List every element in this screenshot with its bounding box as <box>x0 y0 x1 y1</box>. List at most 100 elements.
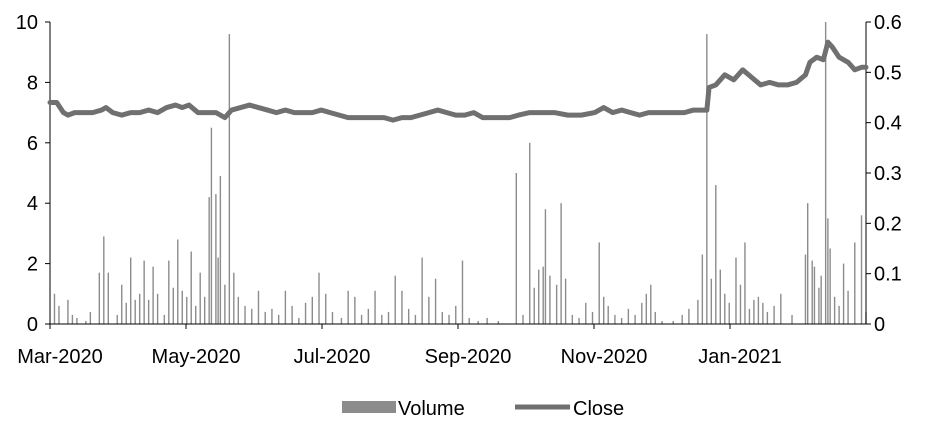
volume-bar <box>854 242 856 324</box>
volume-bar <box>477 320 479 324</box>
volume-bar <box>497 320 500 324</box>
volume-bar <box>571 314 574 324</box>
volume-bar <box>591 311 594 324</box>
right-tick-label: 0.4 <box>874 113 902 135</box>
volume-bar <box>257 290 260 324</box>
volume-bar <box>71 314 74 324</box>
volume-bar <box>228 34 231 324</box>
volume-bar <box>304 302 307 324</box>
volume-bar <box>367 308 370 324</box>
volume-bar <box>76 317 78 324</box>
volume-bar <box>672 320 674 324</box>
volume-bar <box>138 293 141 324</box>
volume-bar <box>381 314 383 324</box>
volume-bar <box>103 236 105 324</box>
volume-bar <box>641 302 643 324</box>
volume-bar <box>233 272 235 324</box>
volume-bar <box>98 272 101 324</box>
volume-bar <box>53 293 56 324</box>
volume-bar <box>820 275 822 324</box>
volume-bar <box>529 142 531 324</box>
volume-bar <box>186 296 188 324</box>
volume-bar <box>654 311 656 324</box>
left-axis-ticks: 0 2 4 6 8 10 <box>16 12 50 336</box>
volume-bar <box>215 194 217 324</box>
volume-bar <box>533 287 535 324</box>
volume-bar <box>538 269 540 324</box>
volume-bar <box>181 290 183 324</box>
volume-bar <box>735 257 737 324</box>
volume-bar <box>125 302 127 324</box>
right-tick-label: 0.2 <box>874 213 902 235</box>
right-axis-ticks: 0 0.1 0.2 0.3 0.4 0.5 0.6 <box>866 12 902 336</box>
close-line-group <box>47 39 869 123</box>
volume-bar <box>347 290 349 324</box>
x-tick-label: Mar-2020 <box>17 346 103 368</box>
volume-bar <box>311 296 313 324</box>
volume-bar <box>401 290 403 324</box>
volume-bar <box>203 296 206 324</box>
volume-bar <box>748 308 751 324</box>
volume-bars <box>53 22 867 324</box>
volume-bar <box>264 311 266 324</box>
volume-bar <box>291 305 293 324</box>
volume-bar <box>156 293 159 324</box>
right-tick-label: 0.5 <box>874 62 902 84</box>
volume-bar <box>860 215 863 324</box>
volume-bar <box>706 34 708 324</box>
volume-bar <box>219 176 222 324</box>
volume-bar <box>688 308 690 324</box>
volume-bar <box>58 305 60 324</box>
volume-bar <box>791 314 793 324</box>
volume-bar <box>522 314 524 324</box>
volume-bar <box>661 320 663 324</box>
volume-bar <box>340 317 343 324</box>
volume-bar <box>838 305 840 324</box>
volume-bar <box>827 218 829 324</box>
volume-bar <box>251 308 253 324</box>
volume-bar <box>448 314 450 324</box>
volume-bar <box>217 257 219 324</box>
volume-bar <box>284 290 287 324</box>
volume-bar <box>147 299 150 324</box>
volume-bar <box>271 308 273 324</box>
legend-volume-label: Volume <box>398 398 465 418</box>
x-tick-label: Nov-2020 <box>561 346 648 368</box>
x-tick-label: May-2020 <box>152 346 241 368</box>
volume-bar <box>818 287 820 324</box>
volume-bar <box>645 293 648 324</box>
volume-bar <box>833 296 836 324</box>
volume-bar <box>85 320 87 324</box>
volume-bar <box>177 239 179 324</box>
volume-bar <box>607 305 609 324</box>
right-tick-label: 0.6 <box>874 12 902 34</box>
volume-bar <box>394 275 396 324</box>
volume-bar <box>728 302 730 324</box>
volume-bar <box>237 296 240 324</box>
volume-bar <box>715 185 717 324</box>
volume-bar <box>542 266 544 324</box>
volume-bar <box>277 314 280 324</box>
volume-bar <box>681 314 683 324</box>
volume-bar <box>544 209 547 324</box>
volume-bar <box>318 272 320 324</box>
volume-bar <box>407 308 410 324</box>
volume-bar <box>564 278 567 324</box>
volume-bar <box>603 296 605 324</box>
volume-bar <box>199 272 201 324</box>
volume-bar <box>152 266 154 324</box>
left-tick-label: 0 <box>27 314 38 336</box>
left-tick-label: 4 <box>27 193 38 215</box>
volume-bar <box>195 305 197 324</box>
volume-bar <box>121 284 123 324</box>
left-tick-label: 2 <box>27 254 38 276</box>
volume-bar <box>387 311 390 324</box>
x-tick-label: Sep-2020 <box>425 346 512 368</box>
volume-bar <box>813 266 816 324</box>
volume-bar <box>434 278 437 324</box>
volume-bar <box>773 305 775 324</box>
x-tick-label: Jul-2020 <box>294 346 371 368</box>
volume-bar <box>807 203 809 324</box>
volume-bar <box>614 314 616 324</box>
